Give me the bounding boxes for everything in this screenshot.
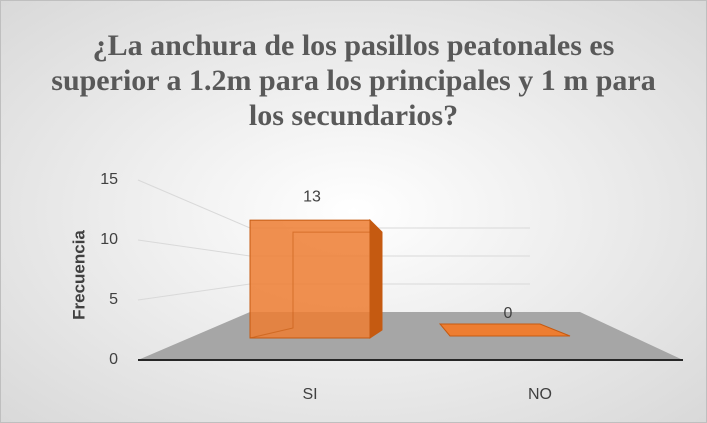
y-axis-label: Frecuencia	[69, 230, 88, 320]
y-tick-label: 0	[109, 351, 118, 368]
data-label: 13	[303, 188, 321, 205]
x-tick-label: NO	[528, 386, 552, 403]
y-tick-label: 10	[100, 231, 118, 248]
x-tick-label: SI	[302, 386, 317, 403]
bar-side	[369, 218, 383, 339]
chart-title: ¿La anchura de los pasillos peatonales e…	[51, 29, 656, 132]
y-tick-label: 5	[109, 291, 118, 308]
y-tick-label: 15	[100, 171, 118, 188]
bar-inner-edge	[249, 231, 370, 339]
bar-flat	[438, 323, 571, 337]
data-label: 0	[504, 305, 513, 322]
bar-front	[249, 219, 371, 339]
